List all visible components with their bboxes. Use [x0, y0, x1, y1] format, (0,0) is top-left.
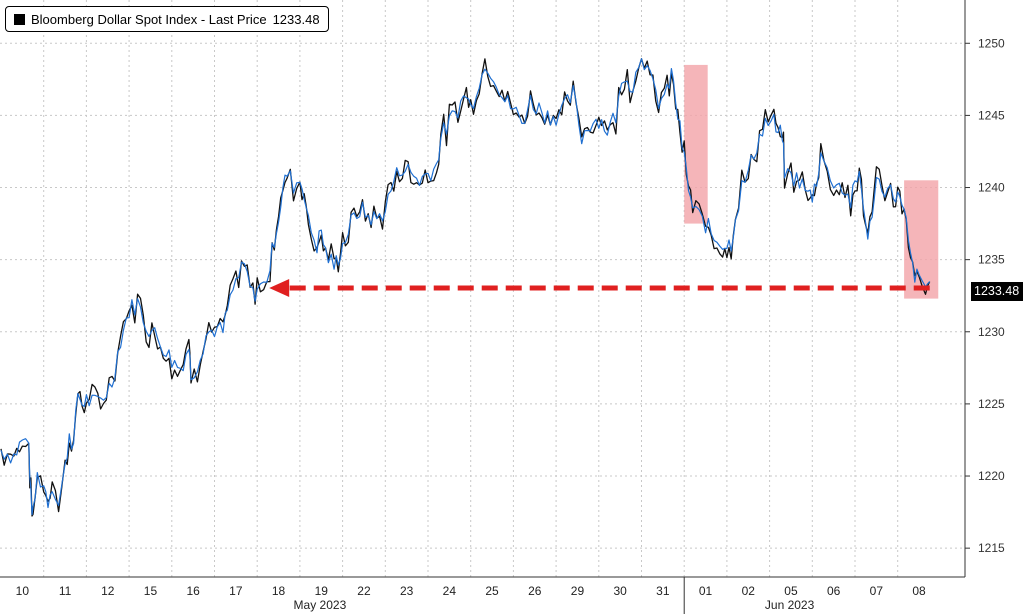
- x-tick-label: 10: [16, 584, 30, 598]
- y-tick-label: 1215: [978, 541, 1005, 555]
- last-price-label: 1233.48: [971, 282, 1023, 301]
- x-tick-label: 07: [870, 584, 884, 598]
- y-tick-label: 1250: [978, 36, 1005, 50]
- x-tick-label: 30: [613, 584, 627, 598]
- y-tick-label: 1235: [978, 253, 1005, 267]
- x-tick-label: 31: [656, 584, 670, 598]
- month-label-may: May 2023: [294, 598, 347, 612]
- x-tick-label: 01: [699, 584, 713, 598]
- y-tick-label: 1225: [978, 397, 1005, 411]
- y-tick-label: 1230: [978, 325, 1005, 339]
- x-tick-label: 12: [101, 584, 115, 598]
- y-tick-label: 1240: [978, 181, 1005, 195]
- chart-legend: Bloomberg Dollar Spot Index - Last Price…: [5, 6, 329, 32]
- series-layer: [0, 58, 931, 517]
- month-label-jun: Jun 2023: [765, 598, 815, 612]
- highlight-box: [904, 180, 939, 299]
- x-tick-label: 25: [485, 584, 499, 598]
- y-tick-label: 1220: [978, 469, 1005, 483]
- x-tick-label: 02: [742, 584, 756, 598]
- x-tick-label: 24: [443, 584, 457, 598]
- legend-swatch: [14, 13, 25, 25]
- highlight-regions: [684, 64, 939, 299]
- arrow-head: [269, 279, 290, 297]
- x-tick-label: 29: [571, 584, 585, 598]
- y-tick-label: 1245: [978, 108, 1005, 122]
- legend-last-value: 1233.48: [272, 11, 320, 27]
- highlight-box: [684, 64, 708, 224]
- support-arrow: [269, 279, 930, 297]
- x-tick-label: 11: [59, 584, 72, 598]
- x-tick-label: 08: [912, 584, 926, 598]
- legend-label: Bloomberg Dollar Spot Index - Last Price: [31, 11, 267, 27]
- series-line: [0, 58, 931, 516]
- x-tick-label: 22: [357, 584, 371, 598]
- x-tick-label: 19: [315, 584, 329, 598]
- x-tick-label: 26: [528, 584, 542, 598]
- x-tick-label: 17: [229, 584, 243, 598]
- x-tick-label: 15: [144, 584, 158, 598]
- x-tick-label: 18: [272, 584, 286, 598]
- x-tick-label: 06: [827, 584, 841, 598]
- x-tick-label: 16: [186, 584, 200, 598]
- x-tick-label: 05: [784, 584, 798, 598]
- x-tick-label: 23: [400, 584, 414, 598]
